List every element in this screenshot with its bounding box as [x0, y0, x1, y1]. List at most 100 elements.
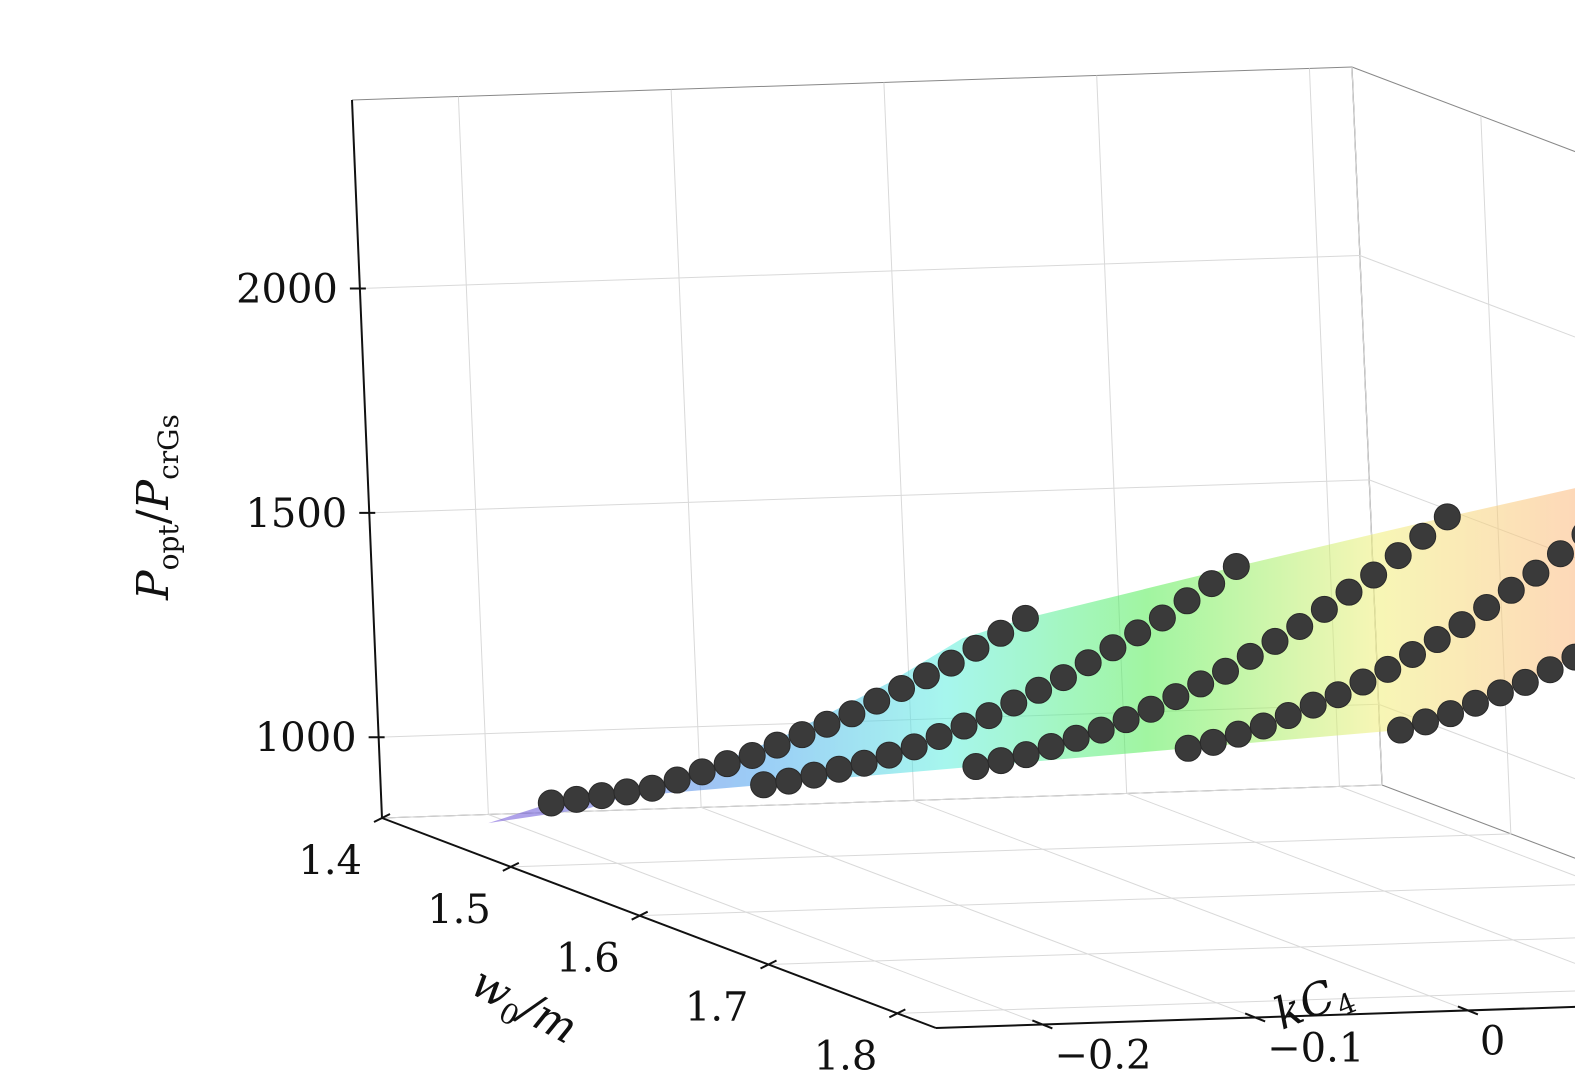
data-point	[1473, 593, 1501, 621]
grid-line	[369, 479, 1370, 514]
data-point	[1536, 656, 1564, 684]
data-point	[875, 741, 903, 769]
data-point	[850, 749, 878, 777]
data-point	[1222, 552, 1250, 580]
data-point	[1000, 689, 1028, 717]
data-point	[688, 758, 716, 786]
data-point	[1286, 612, 1314, 640]
grid-line	[1339, 785, 1575, 877]
grid-line	[700, 807, 1256, 1018]
data-point	[1324, 681, 1352, 709]
data-point	[1399, 640, 1427, 668]
data-point	[763, 731, 791, 759]
data-point	[1461, 689, 1489, 717]
data-point	[663, 766, 691, 794]
x-tick	[502, 861, 520, 872]
data-point	[1062, 724, 1090, 752]
grid-line	[488, 814, 1043, 1025]
data-point	[1571, 525, 1575, 544]
data-point	[813, 710, 841, 738]
data-point	[1433, 503, 1461, 531]
data-point	[863, 687, 891, 715]
grid-line	[913, 799, 1469, 1011]
grid-line	[510, 833, 1511, 868]
data-point	[1486, 679, 1514, 707]
data-point	[1198, 570, 1226, 598]
pane-edge	[1351, 66, 1575, 153]
data-point	[962, 634, 990, 662]
data-point	[1335, 578, 1363, 606]
surface-patch	[763, 516, 1448, 785]
data-point	[1174, 734, 1202, 762]
data-point	[613, 778, 641, 806]
data-point	[750, 771, 778, 799]
surface-patch	[551, 566, 1237, 804]
data-point	[1012, 741, 1040, 769]
data-point	[800, 761, 828, 789]
data-point	[1374, 655, 1402, 683]
data-point	[1224, 720, 1252, 748]
data-point	[588, 782, 616, 810]
data-point	[1349, 668, 1377, 696]
data-point	[1173, 587, 1201, 615]
grid-line	[639, 884, 1575, 917]
data-point	[1199, 728, 1227, 756]
data-point	[1099, 634, 1127, 662]
x-tick-label: 1.5	[427, 887, 491, 933]
data-point	[1511, 668, 1539, 696]
data-point	[1162, 683, 1190, 711]
grid-line	[768, 937, 1575, 966]
y-tick-label: 0	[1480, 1018, 1505, 1064]
data-point	[925, 722, 953, 750]
data-point	[1261, 627, 1289, 655]
z-axis-title: Popt/PcrGs	[128, 414, 185, 601]
data-point	[1212, 657, 1240, 685]
data-point	[912, 662, 940, 690]
y-tick	[1244, 1012, 1266, 1023]
data-point	[825, 755, 853, 783]
data-point	[1112, 706, 1140, 734]
x-tick	[888, 1008, 906, 1019]
data-point	[1087, 716, 1115, 744]
data-point	[537, 789, 565, 817]
x-tick-label: 1.8	[814, 1033, 878, 1079]
data-point	[638, 774, 666, 802]
grid-line	[1126, 792, 1575, 964]
data-point	[563, 785, 591, 813]
data-point	[1448, 611, 1476, 639]
y-tick	[1032, 1019, 1053, 1030]
y-axis-line	[935, 1005, 1575, 1029]
data-point	[838, 700, 866, 728]
data-point	[1522, 559, 1550, 587]
data-point	[888, 674, 916, 702]
data-point	[1187, 670, 1215, 698]
data-point	[775, 767, 803, 795]
data-point	[1423, 626, 1451, 654]
data-point	[937, 649, 965, 677]
data-point	[1497, 576, 1525, 604]
z-tick-label: 2000	[236, 266, 338, 312]
data-point	[788, 721, 816, 749]
data-point	[1384, 542, 1412, 570]
data-point	[900, 733, 928, 761]
data-point	[1025, 676, 1053, 704]
data-point	[975, 702, 1003, 730]
data-point	[1274, 702, 1302, 730]
data-point	[1011, 604, 1039, 632]
data-point	[1137, 695, 1165, 723]
pane-edge	[351, 66, 1353, 101]
grid-line	[1378, 703, 1575, 780]
z-tick-label: 1500	[245, 491, 347, 537]
grid-line	[670, 89, 702, 808]
data-point	[1546, 540, 1574, 568]
grid-line	[457, 96, 489, 815]
data-point	[1437, 700, 1465, 728]
data-point	[1299, 691, 1327, 719]
data-point	[1409, 522, 1437, 550]
x-tick	[373, 813, 391, 823]
data-point	[1310, 595, 1338, 623]
data-point	[1386, 716, 1414, 744]
data-point	[713, 750, 741, 778]
data-point	[962, 753, 990, 781]
